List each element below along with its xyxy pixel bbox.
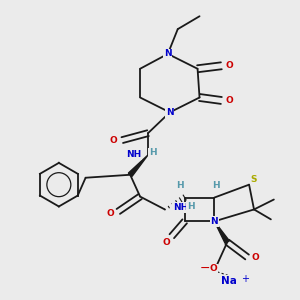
Text: O: O (110, 136, 117, 145)
Text: O: O (251, 253, 259, 262)
Polygon shape (214, 221, 230, 243)
Text: +: + (241, 274, 249, 284)
Text: NH: NH (173, 203, 188, 212)
Text: N: N (166, 108, 174, 117)
Text: NH: NH (126, 151, 141, 160)
Text: O: O (225, 96, 233, 105)
Text: O: O (209, 264, 217, 273)
Text: −: − (199, 262, 210, 275)
Polygon shape (128, 155, 148, 176)
Text: Na: Na (221, 276, 237, 286)
Text: N: N (211, 217, 218, 226)
Text: O: O (106, 209, 114, 218)
Text: H: H (187, 202, 194, 211)
Text: H: H (176, 181, 184, 190)
Text: H: H (149, 148, 157, 158)
Text: N: N (164, 50, 172, 58)
Text: O: O (225, 61, 233, 70)
Text: S: S (251, 175, 257, 184)
Text: O: O (163, 238, 171, 247)
Text: H: H (213, 181, 220, 190)
